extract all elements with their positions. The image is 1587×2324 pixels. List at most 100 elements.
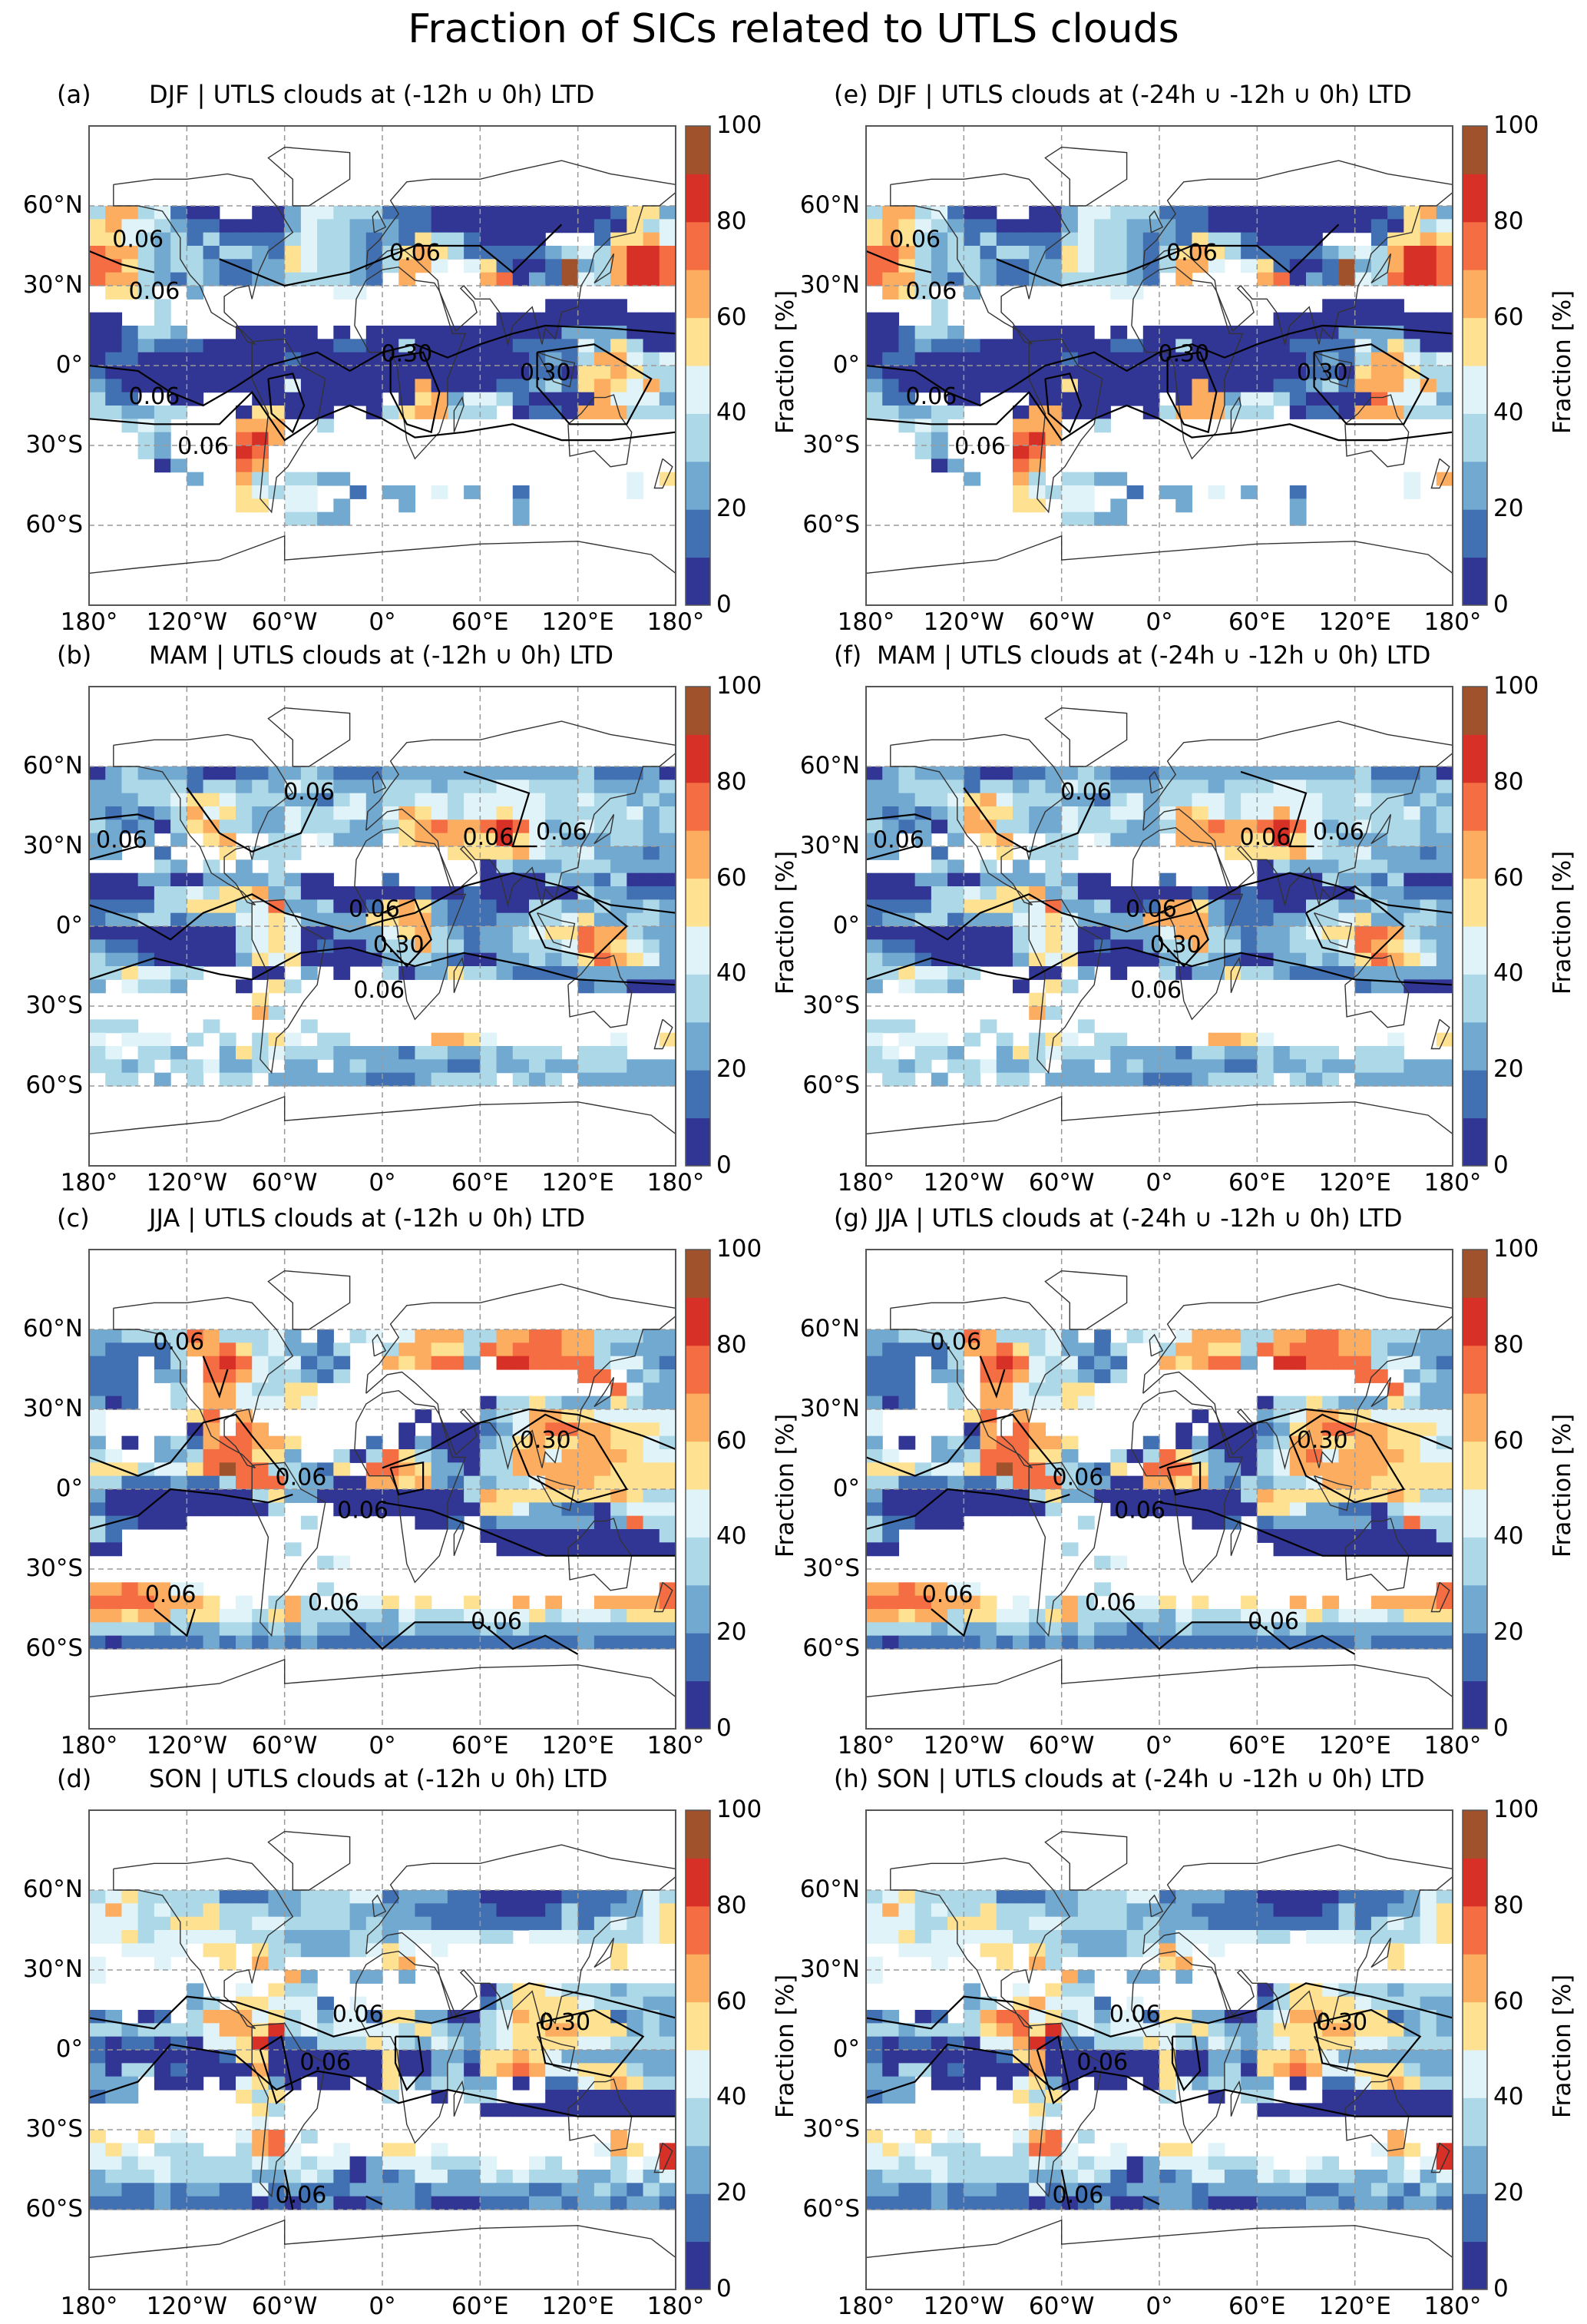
heatmap-cell [659,1890,676,1904]
heatmap-cell [1175,1435,1193,1450]
heatmap-cell [659,966,676,980]
heatmap-cell [1029,1395,1046,1410]
heatmap-cell [610,1382,627,1397]
heatmap-cell [1289,1595,1307,1610]
heatmap-cell [1094,1890,1111,1904]
heatmap-cell [398,2023,416,2038]
heatmap-cell [496,1515,514,1530]
heatmap-cell [365,2076,383,2091]
heatmap-cell [252,2076,269,2091]
heatmap-cell [398,366,416,379]
heatmap-cell [1273,1542,1291,1557]
coastline [251,1462,326,1637]
heatmap-cell [1094,1996,1111,2011]
heatmap-cell [643,1409,660,1423]
panel-title: MAM | UTLS clouds at (-12h ∪ 0h) LTD [149,641,614,670]
heatmap-cell [996,819,1013,834]
heatmap-cell [1126,1502,1144,1517]
heatmap-cell [300,2023,318,2038]
heatmap-cell [1061,1059,1079,1074]
contour-line [1159,1408,1453,1469]
heatmap-cell [154,445,171,459]
heatmap-cell [866,979,883,994]
heatmap-cell [627,1515,644,1530]
heatmap-cell [187,219,204,233]
heatmap-cell [1404,926,1421,940]
heatmap-cell [89,1046,106,1060]
heatmap-cell [1208,926,1225,940]
heatmap-cell [398,2063,416,2077]
coastline [365,1283,676,1394]
colorbar-bin [686,1441,710,1490]
heatmap-cell [382,886,399,900]
heatmap-cell [268,819,286,834]
coastline [1370,253,1392,284]
heatmap-cell [1289,912,1307,927]
heatmap-cell [1077,339,1095,353]
contour-label: 0.06 [349,896,400,923]
heatmap-cell [1013,2050,1030,2064]
heatmap-cell [898,1356,916,1370]
heatmap-cell [866,793,883,807]
heatmap-cell [1077,511,1095,526]
heatmap-cell [866,326,883,339]
heatmap-cell [1142,326,1160,339]
panel-letter: (d) [57,1764,92,1793]
heatmap-cell [300,1970,318,1984]
heatmap-cell [931,1369,948,1383]
heatmap-cell [464,392,481,406]
lon-tick-label: 60°E [1228,608,1286,636]
heatmap-cell [1257,833,1275,847]
heatmap-cell [105,1059,123,1074]
heatmap-cell [464,1435,481,1450]
heatmap-cell [1338,326,1356,339]
heatmap-cell [1370,886,1388,900]
heatmap-cell [882,2050,900,2064]
contour-label: 0.06 [275,1465,326,1491]
heatmap-cell [545,1529,563,1543]
heatmap-cell [627,1462,644,1477]
heatmap-cell [1257,1462,1275,1477]
heatmap-cell [236,1046,253,1060]
heatmap-cell [529,2063,546,2077]
heatmap-cell [1077,1970,1095,1984]
heatmap-cell [1061,219,1079,233]
heatmap-cell [349,246,367,260]
heatmap-cell [1370,1462,1388,1477]
heatmap-cell [545,2050,563,2064]
heatmap-cell [137,1059,155,1074]
heatmap-cell [1175,1890,1193,1904]
heatmap-cell [300,872,318,887]
heatmap-cell [643,952,660,967]
heatmap-cell [1273,232,1291,247]
coastline [372,210,387,233]
heatmap-cell [577,1435,595,1450]
heatmap-cell [593,1903,611,1918]
heatmap-cell [170,780,187,794]
heatmap-cell [627,1395,644,1410]
heatmap-cell [170,793,187,807]
heatmap-cell [268,339,286,353]
heatmap-cell [1338,766,1356,780]
heatmap-cell [219,1502,236,1517]
heatmap-cell [137,206,155,220]
heatmap-cell [431,833,448,847]
heatmap-cell [300,339,318,353]
heatmap-cell [561,872,579,887]
heatmap-cell [545,1903,563,1918]
heatmap-cell [333,352,351,366]
heatmap-cell [415,780,432,794]
heatmap-cell [1322,899,1340,914]
heatmap-cell [1142,926,1160,940]
contour-label: 0.30 [1158,341,1209,368]
heatmap-cell [866,966,883,980]
heatmap-cell [1273,366,1291,379]
heatmap-cell [398,2010,416,2024]
heatmap-cell [1273,1475,1291,1490]
heatmap-cell [154,793,171,807]
heatmap-cell [1436,1635,1453,1650]
heatmap-cell [1370,1635,1388,1650]
heatmap-cell [545,846,563,860]
heatmap-cell [349,1622,367,1637]
heatmap-cell [1370,1622,1388,1637]
